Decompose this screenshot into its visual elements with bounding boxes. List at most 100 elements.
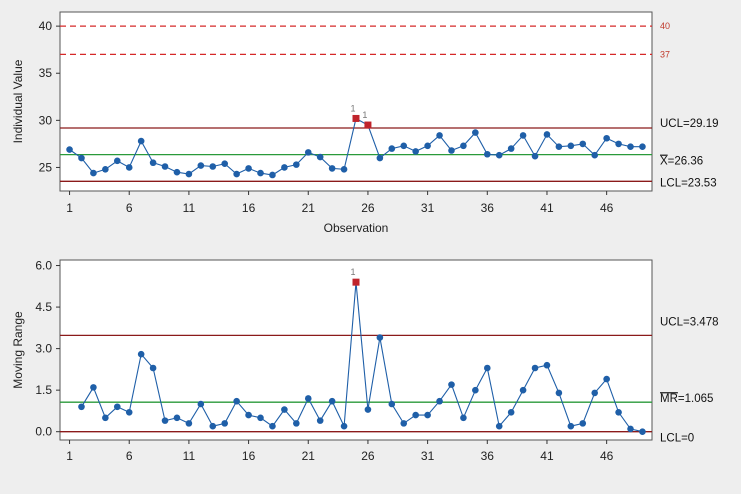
ucl-label: UCL=3.478 — [660, 316, 719, 328]
lcl-label: LCL=0 — [660, 433, 694, 445]
x-axis-title: Observation — [324, 221, 389, 235]
data-point — [639, 143, 646, 151]
data-point — [519, 132, 527, 139]
data-point — [233, 397, 240, 405]
data-point — [507, 409, 515, 416]
data-point — [627, 425, 634, 433]
x-tick-label: 21 — [302, 449, 316, 463]
x-tick-label: 46 — [600, 449, 614, 463]
data-point — [460, 414, 467, 422]
data-point — [257, 169, 264, 177]
y-tick-label: 0.0 — [35, 425, 52, 439]
data-point — [639, 428, 646, 435]
data-point — [328, 165, 336, 172]
y-axis-title: Moving Range — [11, 311, 25, 389]
data-point — [161, 163, 169, 170]
data-point — [209, 422, 217, 430]
flagged-point — [364, 121, 372, 129]
flag-label: 1 — [350, 267, 355, 277]
data-point — [448, 147, 455, 154]
data-point — [460, 142, 467, 150]
y-tick-label: 40 — [39, 19, 53, 33]
data-point — [483, 150, 491, 158]
flag-label: 1 — [350, 103, 355, 113]
data-point — [340, 166, 348, 173]
flagged-point — [352, 278, 360, 286]
data-point — [591, 389, 599, 397]
data-point — [436, 397, 443, 405]
data-point — [269, 422, 276, 430]
data-point — [495, 422, 503, 430]
y-tick-label: 6.0 — [35, 259, 52, 273]
data-point — [66, 146, 73, 153]
data-point — [78, 403, 85, 411]
x-tick-label: 41 — [540, 449, 554, 463]
data-point — [185, 420, 193, 427]
data-point — [137, 137, 145, 145]
data-point — [197, 400, 205, 408]
lcl-label: LCL=23.53 — [660, 177, 717, 189]
x-tick-label: 26 — [361, 201, 375, 215]
x-tick-label: 36 — [481, 449, 495, 463]
x-tick-label: 16 — [242, 201, 256, 215]
data-point — [543, 361, 551, 369]
data-point — [412, 148, 419, 155]
y-tick-label: 1.5 — [35, 383, 52, 397]
data-point — [304, 395, 312, 402]
x-tick-label: 11 — [183, 449, 196, 463]
x-tick-label: 31 — [421, 201, 435, 215]
center-label-symbol: X — [660, 156, 668, 168]
x-tick-label: 41 — [540, 201, 554, 215]
y-tick-label: 4.5 — [35, 300, 52, 314]
data-point — [615, 409, 622, 416]
x-tick-label: 46 — [600, 201, 614, 215]
data-point — [340, 422, 348, 430]
flagged-point — [352, 114, 360, 122]
x-tick-label: 1 — [66, 201, 73, 215]
data-point — [149, 159, 157, 167]
data-point — [579, 420, 587, 427]
data-point — [603, 375, 610, 383]
center-label-symbol: MR — [660, 393, 678, 405]
x-tick-label: 21 — [302, 201, 316, 215]
plot-area-1 — [59, 259, 653, 441]
x-tick-label: 1 — [66, 449, 73, 463]
data-point — [364, 406, 372, 413]
data-point — [591, 151, 599, 159]
data-point — [507, 145, 515, 152]
data-point — [125, 409, 133, 416]
data-point — [281, 164, 288, 171]
y-tick-label: 25 — [39, 160, 53, 174]
center-label-value: =26.36 — [668, 156, 704, 168]
center-label-value: =1.065 — [678, 393, 714, 405]
data-point — [555, 143, 563, 151]
y-tick-label: 35 — [39, 66, 53, 80]
data-point — [567, 422, 575, 430]
data-point — [281, 406, 288, 413]
data-point — [543, 131, 551, 138]
data-point — [328, 397, 336, 405]
data-point — [209, 163, 217, 170]
data-point — [113, 403, 121, 411]
spec-line-label: 37 — [660, 49, 670, 59]
ucl-label: UCL=29.19 — [660, 118, 719, 130]
data-point — [472, 386, 479, 394]
data-point — [483, 364, 491, 372]
data-point — [400, 420, 408, 427]
data-point — [424, 411, 431, 419]
data-point — [495, 151, 503, 159]
data-point — [221, 160, 229, 167]
y-tick-label: 30 — [39, 113, 53, 127]
data-point — [316, 153, 324, 161]
data-point — [555, 389, 563, 397]
data-point — [90, 384, 97, 391]
data-point — [316, 417, 324, 424]
data-point — [113, 157, 121, 165]
data-point — [90, 169, 97, 177]
data-point — [531, 364, 539, 372]
data-point — [185, 170, 193, 178]
data-point — [472, 129, 479, 136]
data-point — [257, 414, 264, 422]
data-point — [137, 350, 145, 358]
